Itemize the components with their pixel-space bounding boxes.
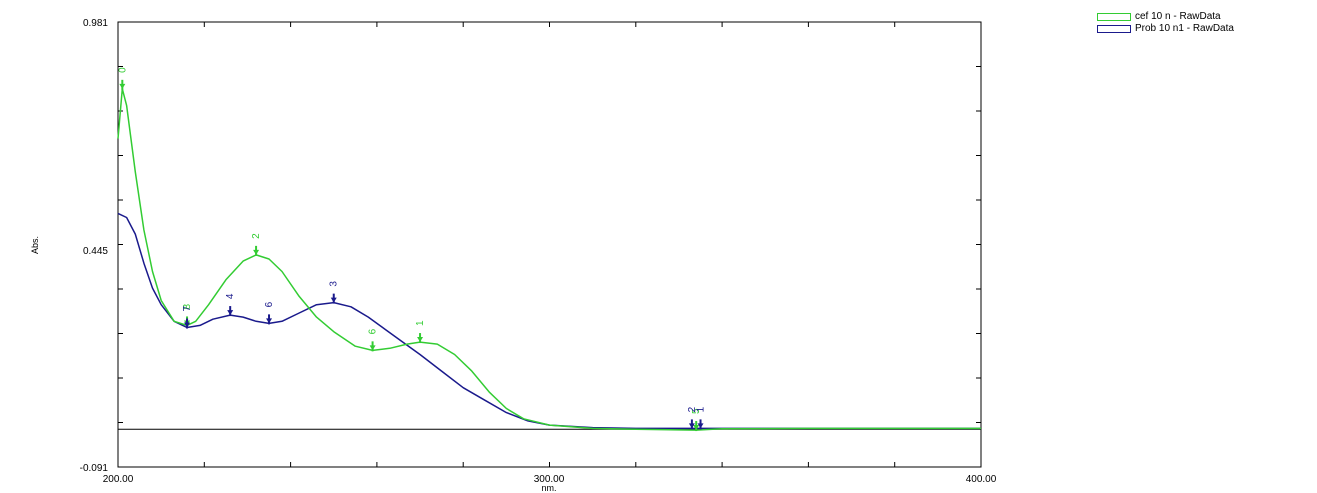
- peak-label: 4: [225, 293, 236, 299]
- peak-marker-head: [688, 423, 695, 429]
- peak-label: 3: [329, 281, 340, 287]
- peak-marker-head: [417, 337, 424, 343]
- legend-label-prob: Prob 10 n1 - RawData: [1135, 23, 1234, 34]
- legend-item-prob: Prob 10 n1 - RawData: [1097, 23, 1234, 35]
- y-tick-top: 0.981: [83, 18, 108, 29]
- peak-marker-head: [266, 318, 273, 324]
- series-line-0: [117, 88, 981, 431]
- legend-item-cef: cef 10 n - RawData: [1097, 11, 1234, 23]
- peak-marker: 6: [368, 328, 379, 352]
- peak-marker: 2: [687, 406, 698, 430]
- peak-marker: 1: [415, 320, 426, 344]
- peak-marker: 0: [117, 67, 128, 90]
- peak-marker-head: [119, 83, 126, 89]
- y-tick-bottom: -0.091: [80, 463, 109, 474]
- peak-label: 2: [251, 233, 262, 239]
- peak-marker: 1: [696, 406, 707, 430]
- peak-marker: 5: [691, 408, 702, 432]
- peak-label: 6: [368, 328, 379, 334]
- legend-swatch-navy: [1097, 25, 1131, 33]
- y-axis-label: Abs.: [30, 236, 40, 254]
- peak-marker: 4: [225, 293, 236, 317]
- legend-swatch-green: [1097, 13, 1131, 21]
- peak-label: 2: [687, 406, 698, 412]
- peak-marker-head: [184, 322, 191, 328]
- peak-marker-head: [369, 345, 376, 351]
- plot-frame: [117, 21, 982, 468]
- x-tick-right: 400.00: [966, 474, 997, 485]
- peak-marker: 6: [264, 301, 275, 325]
- peak-label: 0: [117, 67, 128, 73]
- peak-label: 7: [182, 306, 193, 312]
- x-tick-mid: 300.00: [534, 474, 565, 485]
- peak-marker: 7: [182, 306, 193, 329]
- series-layer: [117, 88, 981, 431]
- peak-marker-head: [697, 423, 704, 429]
- axis-ticks: [118, 22, 981, 467]
- x-tick-left: 200.00: [103, 474, 134, 485]
- peak-marker: 3: [329, 281, 340, 304]
- peak-label: 8: [182, 303, 193, 309]
- peak-marker-head: [253, 249, 260, 255]
- peak-label: 1: [696, 406, 707, 412]
- legend: cef 10 n - RawData Prob 10 n1 - RawData: [1097, 11, 1234, 35]
- peak-label: 1: [415, 320, 426, 326]
- legend-label-cef: cef 10 n - RawData: [1135, 11, 1221, 22]
- peak-label: 6: [264, 301, 275, 307]
- peak-marker-head: [693, 425, 700, 431]
- peak-label: 5: [691, 408, 702, 414]
- peak-marker-head: [330, 297, 337, 303]
- peak-marker-head: [227, 310, 234, 316]
- peak-marker: 2: [251, 233, 262, 256]
- y-tick-mid: 0.445: [83, 246, 108, 257]
- series-line-1: [117, 212, 981, 430]
- x-axis-label: nm.: [541, 483, 556, 493]
